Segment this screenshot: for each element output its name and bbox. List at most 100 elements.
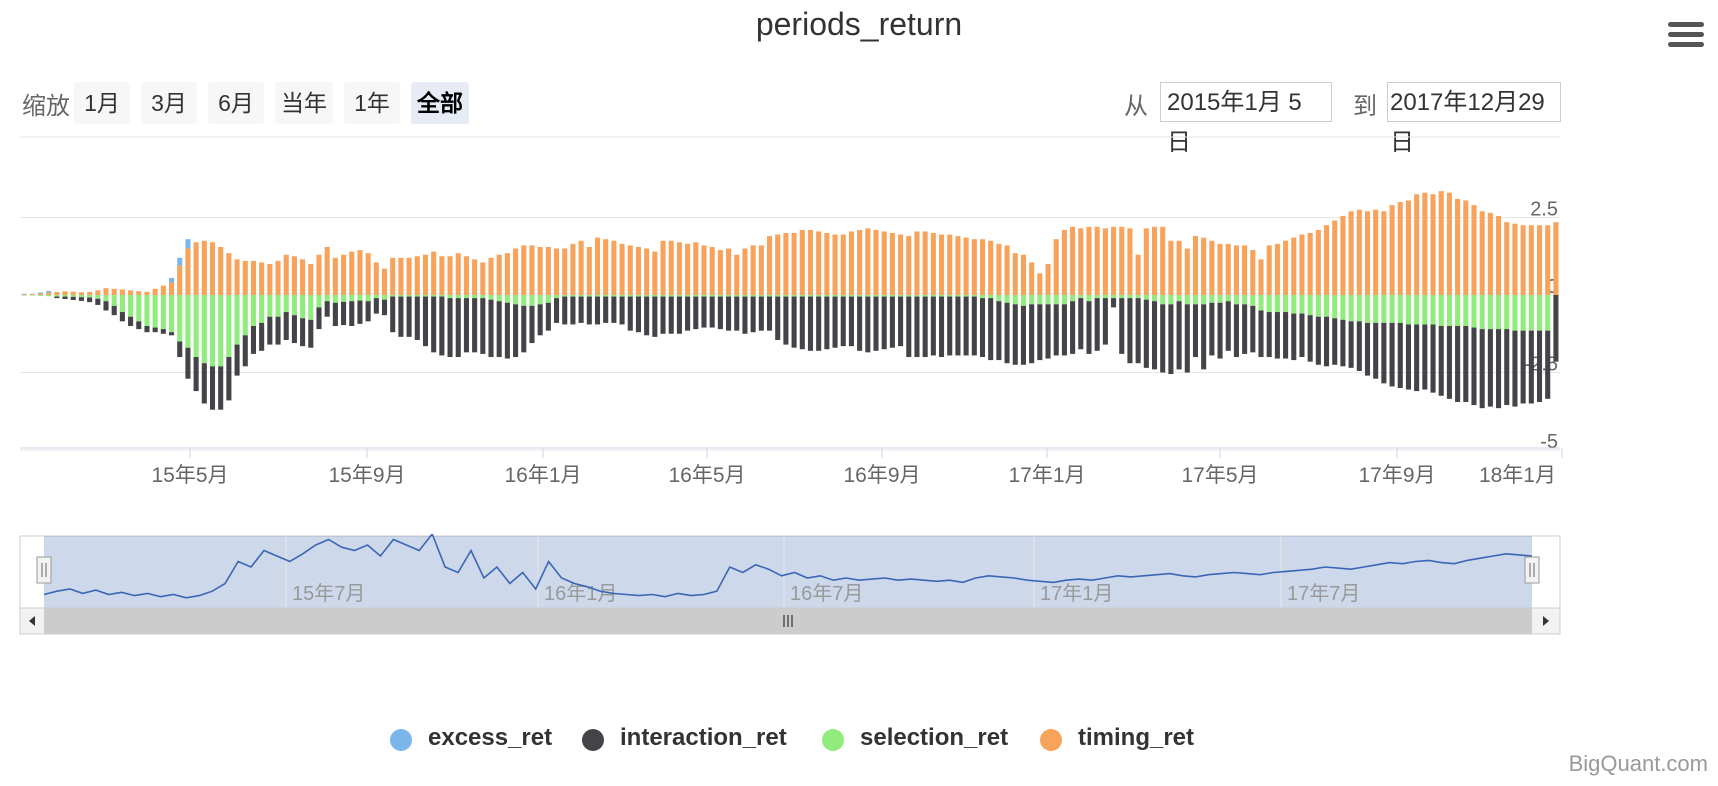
bar-timing_ret (988, 240, 994, 295)
zoom-1m-button[interactable]: 1月 (74, 82, 130, 124)
bar-timing_ret (381, 268, 388, 295)
bar-timing_ret (1348, 211, 1354, 295)
bar-selection_ret (1356, 295, 1362, 322)
bar-timing_ret (545, 246, 551, 295)
bar-interaction_ret (955, 296, 961, 356)
bar-interaction_ret (111, 305, 117, 316)
bar-selection_ret (496, 295, 502, 302)
bar-selection_ret (1029, 295, 1035, 305)
bar-timing_ret (594, 237, 601, 295)
bar-interaction_ret (341, 301, 347, 326)
legend-label: interaction_ret (620, 724, 787, 751)
bar-interaction_ret (1446, 326, 1452, 399)
bar-selection_ret (1528, 295, 1534, 331)
navigator-right-handle[interactable] (1524, 556, 1540, 584)
chart-title: periods_return (755, 6, 963, 42)
bar-selection_ret (439, 295, 445, 297)
navigator-left-handle[interactable] (36, 556, 52, 584)
bar-interaction_ret (939, 296, 945, 357)
bar-selection_ret (857, 295, 863, 297)
bar-selection_ret (1348, 295, 1354, 322)
zoom-ytd-button[interactable]: 当年 (275, 82, 333, 124)
bar-interaction_ret (1274, 312, 1280, 359)
bar-interaction_ret (627, 296, 633, 331)
bar-timing_ret (578, 240, 584, 295)
bar-timing_ret (332, 257, 338, 295)
scroll-right-arrow-icon[interactable] (1543, 616, 1549, 626)
bar-selection_ret (242, 295, 248, 336)
bar-interaction_ret (1201, 304, 1207, 370)
to-label: 到 (1353, 93, 1377, 120)
bar-interaction_ret (1250, 305, 1256, 353)
bar-interaction_ret (431, 296, 437, 353)
bar-timing_ret (1340, 215, 1346, 295)
navigator[interactable]: 15年7月 16年1月 16年7月 17年1月 17年7月 (0, 534, 1718, 638)
x-tick-label: 18年1月 (1479, 464, 1556, 487)
bar-timing_ret (431, 251, 437, 295)
bar-timing_ret (963, 237, 969, 295)
to-date-input[interactable]: 2017年12月29日 (1387, 82, 1561, 156)
bar-timing_ret (889, 233, 895, 295)
bar-interaction_ret (848, 296, 854, 347)
bar-interaction_ret (570, 296, 576, 325)
bar-selection_ret (668, 295, 674, 297)
scroll-left-arrow-icon[interactable] (29, 616, 35, 626)
bar-timing_ret (807, 229, 814, 295)
bar-interaction_ret (1258, 310, 1264, 357)
bar-timing_ret (1184, 248, 1190, 295)
from-date-input[interactable]: 2015年1月 5日 (1160, 82, 1332, 156)
bar-timing_ret (439, 256, 445, 295)
bar-selection_ret (300, 295, 306, 319)
bar-interaction_ret (226, 357, 232, 401)
bar-interaction_ret (169, 332, 175, 336)
bar-interaction_ret (619, 296, 625, 325)
bar-selection_ret (1299, 295, 1305, 314)
credit-text[interactable]: BigQuant.com (1568, 751, 1708, 776)
bar-selection_ret (1340, 295, 1346, 320)
bar-timing_ret (177, 265, 183, 295)
bar-timing_ret (562, 248, 568, 295)
bar-selection_ret (709, 295, 715, 297)
bar-interaction_ret (971, 296, 977, 356)
bar-timing_ret (857, 229, 863, 295)
bar-timing_ret (373, 262, 379, 295)
context-menu-icon[interactable] (1668, 22, 1704, 54)
bar-interaction_ret (586, 296, 592, 325)
zoom-1y-button[interactable]: 1年 (344, 82, 400, 124)
bar-interaction_ret (1496, 329, 1502, 409)
bar-interaction_ret (70, 296, 76, 300)
zoom-3m-button[interactable]: 3月 (141, 82, 197, 124)
bar-selection_ret (1324, 295, 1330, 317)
bar-selection_ret (504, 295, 510, 303)
legend-label: excess_ret (428, 724, 553, 751)
bar-selection_ret (914, 295, 920, 297)
bar-timing_ret (1143, 228, 1149, 295)
bar-timing_ret (37, 293, 44, 295)
y-tick-label: -5 (1540, 431, 1558, 453)
bar-interaction_ret (554, 298, 560, 323)
zoom-6m-button[interactable]: 6月 (208, 82, 264, 124)
bar-timing_ret (283, 254, 289, 295)
bar-excess_ret (169, 277, 175, 283)
bar-interaction_ret (119, 312, 125, 322)
bar-interaction_ret (807, 296, 814, 351)
y-tick-label: 0 (1547, 276, 1558, 298)
bar-interaction_ret (1389, 322, 1395, 387)
bar-interaction_ret (766, 296, 773, 331)
bar-interaction_ret (1307, 315, 1313, 362)
bar-interaction_ret (947, 296, 953, 356)
bar-interaction_ret (1471, 327, 1477, 406)
zoom-all-button[interactable]: 全部 (411, 82, 469, 124)
bar-interaction_ret (95, 298, 101, 305)
bar-interaction_ret (611, 296, 617, 323)
bar-selection_ret (1487, 295, 1493, 330)
bar-selection_ret (398, 295, 404, 297)
bar-timing_ret (78, 292, 84, 295)
bar-interaction_ret (1119, 298, 1125, 354)
bar-timing_ret (1389, 205, 1395, 295)
bar-interaction_ret (504, 302, 510, 359)
bar-selection_ret (717, 295, 723, 297)
bar-selection_ret (332, 295, 338, 303)
bar-interaction_ret (1184, 304, 1190, 373)
bar-timing_ret (1102, 228, 1108, 295)
